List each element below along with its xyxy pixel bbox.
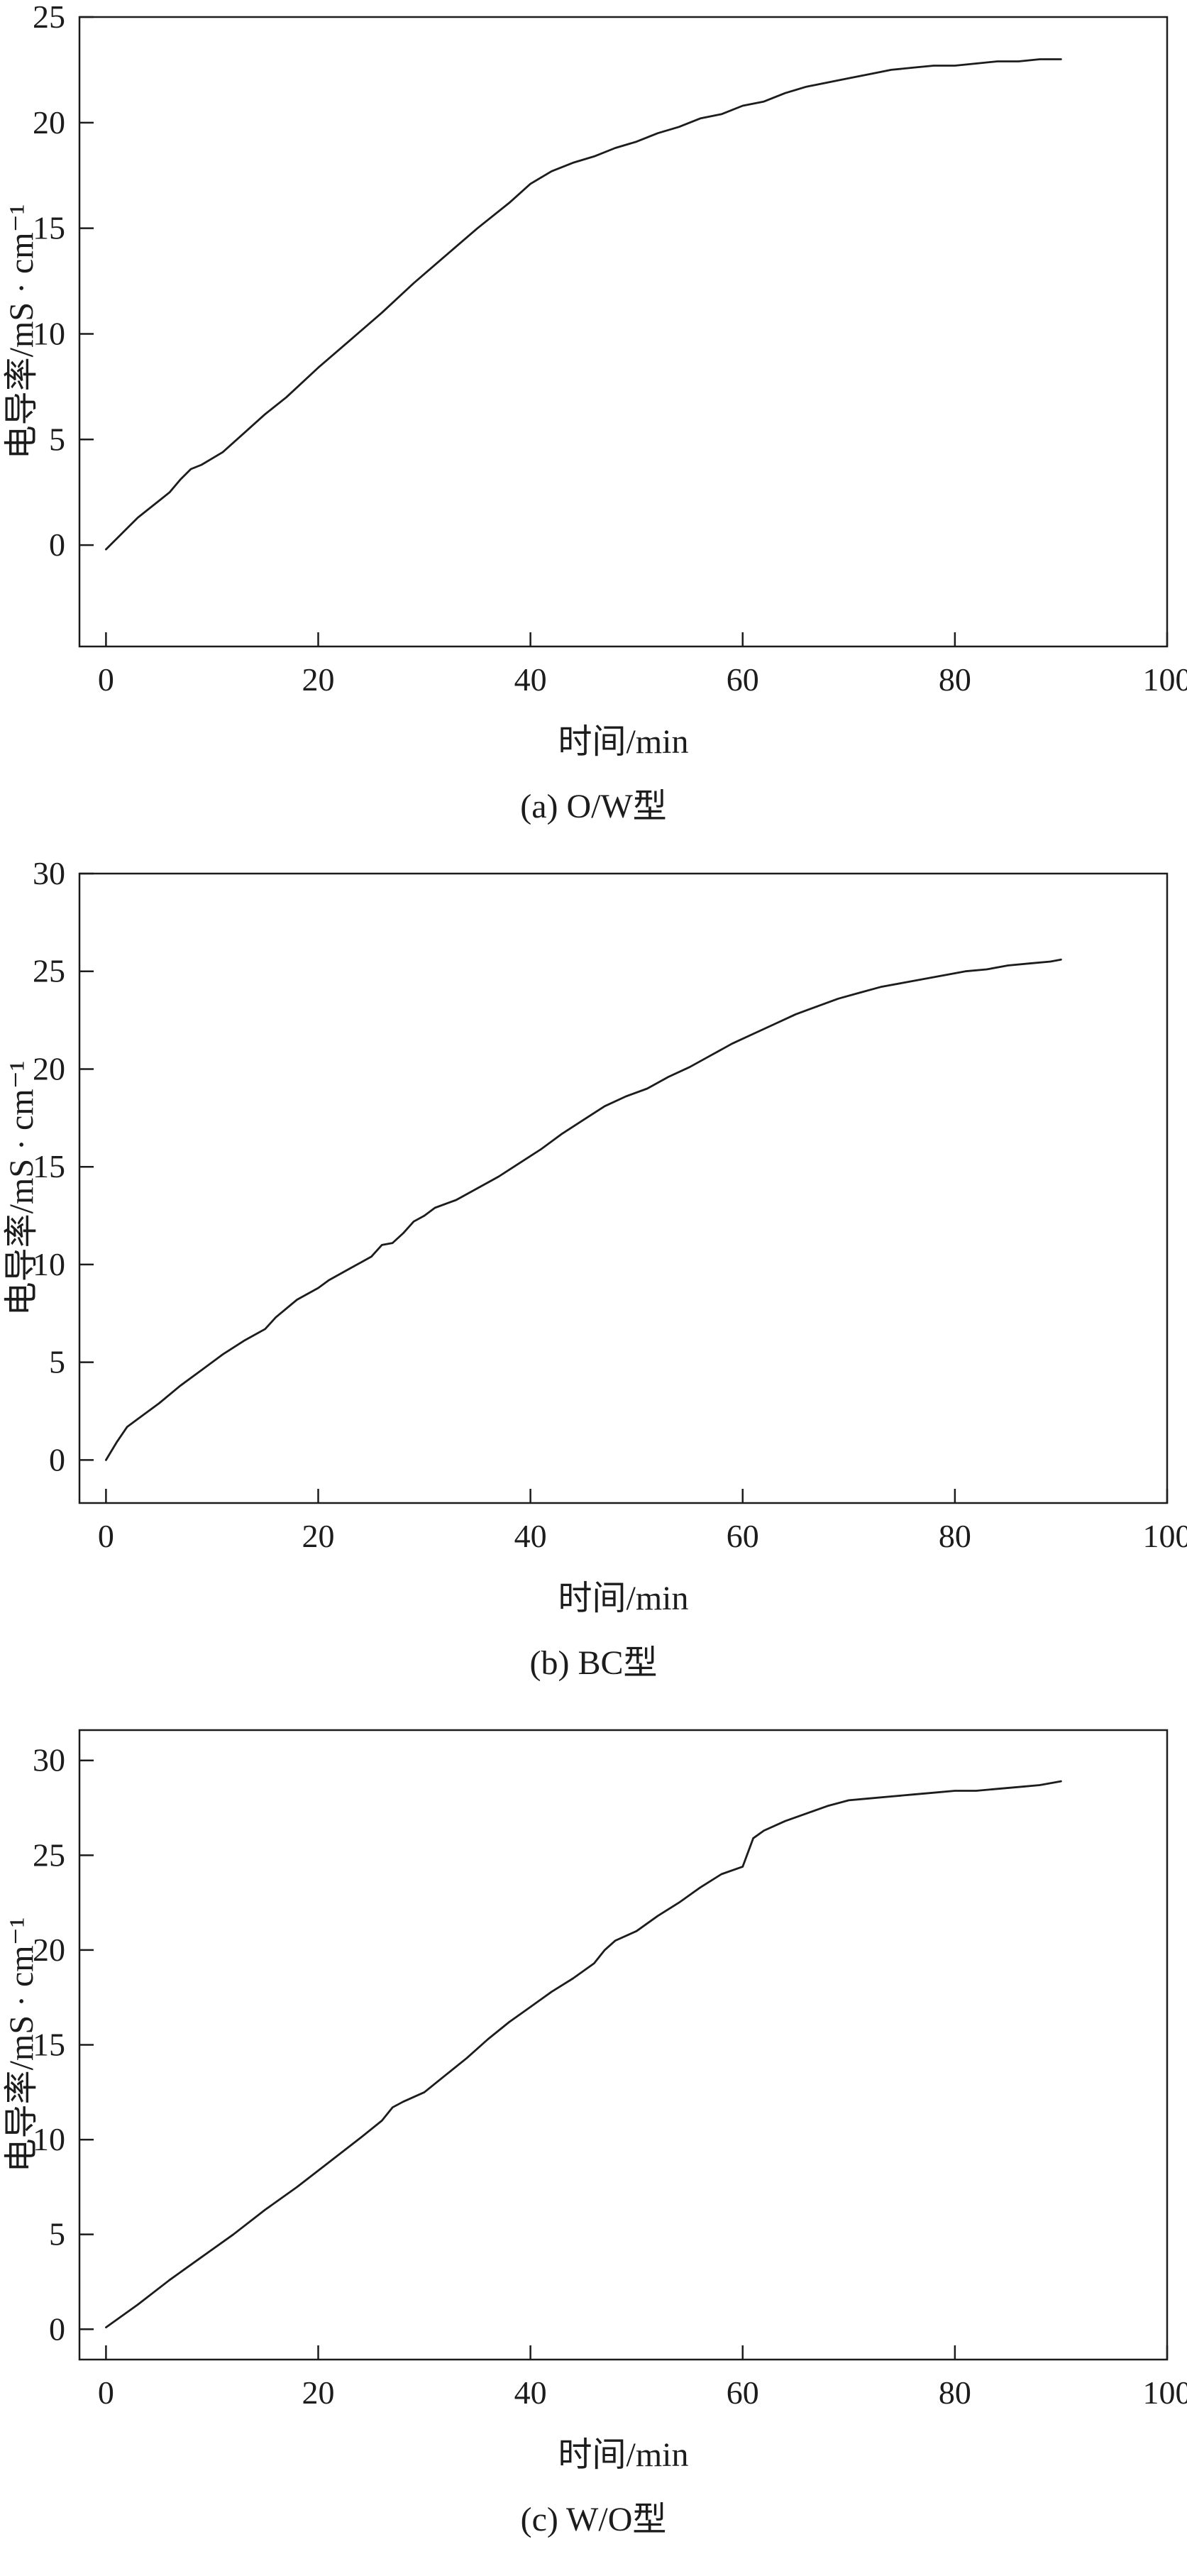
plot-frame xyxy=(78,872,1169,1504)
plot-frame xyxy=(78,16,1169,648)
y-axis-label: 电导率/mS · cm⁻¹ xyxy=(3,1917,40,2173)
x-tick-label: 60 xyxy=(727,1518,759,1554)
y-axis-label: 电导率/mS · cm⁻¹ xyxy=(3,1061,40,1316)
x-tick-label: 40 xyxy=(514,1518,547,1554)
chart-a-conductivity-vs-time: 0 20 40 60 80 100 0 5 10 15 20 25 时间/min 电导率/mS · cm⁻… xyxy=(3,4,1187,761)
y-tick-label: 20 xyxy=(33,1932,65,1968)
x-tick-label: 0 xyxy=(98,661,114,698)
y-tick-label: 10 xyxy=(33,1246,65,1282)
x-tick-label: 80 xyxy=(939,2374,971,2411)
y-tick-label: 0 xyxy=(49,1441,65,1477)
x-tick-label: 100 xyxy=(1143,1518,1187,1554)
chart-b-caption: (b) BC型 xyxy=(529,1644,658,1682)
x-tick-label: 0 xyxy=(98,1518,114,1554)
y-tick-label: 30 xyxy=(33,861,65,891)
series-line xyxy=(104,58,1062,551)
series-line xyxy=(104,1780,1062,2328)
x-tick-label: 80 xyxy=(939,1518,971,1554)
x-tick-label: 20 xyxy=(302,661,335,698)
y-tick-label: 5 xyxy=(49,1344,65,1380)
chart-c-conductivity-vs-time: 0 20 40 60 80 100 0 5 10 15 20 25 30 时间/min 电导率/mS · c… xyxy=(3,1729,1187,2474)
y-tick-label: 5 xyxy=(49,421,65,457)
x-tick-label: 40 xyxy=(514,661,547,698)
y-tick-label: 20 xyxy=(33,104,65,141)
chart-b-conductivity-vs-time: 0 20 40 60 80 100 0 5 10 15 20 25 30 时间/min 电导率/mS · c… xyxy=(3,861,1187,1617)
y-tick-label: 15 xyxy=(33,210,65,246)
x-tick-label: 0 xyxy=(98,2374,114,2411)
x-tick-label: 100 xyxy=(1143,2374,1187,2411)
x-axis-label: 时间/min xyxy=(558,723,688,761)
y-tick-label: 15 xyxy=(33,2027,65,2063)
figure-c: 0 20 40 60 80 100 0 5 10 15 20 25 30 时间/min 电导率/mS · c… xyxy=(0,1717,1187,2541)
x-tick-label: 60 xyxy=(727,661,759,698)
x-tick-label: 80 xyxy=(939,661,971,698)
x-tick-label: 40 xyxy=(514,2374,547,2411)
y-tick-label: 30 xyxy=(33,1742,65,1778)
x-tick-label: 100 xyxy=(1143,661,1187,698)
x-tick-label: 60 xyxy=(727,2374,759,2411)
y-tick-label: 10 xyxy=(33,2121,65,2157)
y-tick-label: 25 xyxy=(33,4,65,35)
y-tick-label: 0 xyxy=(49,2311,65,2347)
x-tick-label: 20 xyxy=(302,1518,335,1554)
figure-b: 0 20 40 60 80 100 0 5 10 15 20 25 30 时间/min 电导率/mS · c… xyxy=(0,861,1187,1685)
y-tick-label: 15 xyxy=(33,1148,65,1184)
y-tick-label: 20 xyxy=(33,1050,65,1086)
y-tick-label: 10 xyxy=(33,315,65,351)
series-line xyxy=(104,958,1062,1461)
x-tick-label: 20 xyxy=(302,2374,335,2411)
y-tick-label: 5 xyxy=(49,2216,65,2252)
x-axis-label: 时间/min xyxy=(558,2436,688,2474)
y-tick-label: 25 xyxy=(33,1837,65,1873)
y-axis-label: 电导率/mS · cm⁻¹ xyxy=(3,204,40,460)
y-tick-label: 0 xyxy=(49,527,65,563)
chart-c-caption: (c) W/O型 xyxy=(520,2501,667,2538)
x-axis-label: 时间/min xyxy=(558,1580,688,1617)
plot-frame xyxy=(78,1729,1169,2361)
figure-a: 0 20 40 60 80 100 0 5 10 15 20 25 时间/min 电导率/mS · cm⁻… xyxy=(0,4,1187,828)
y-tick-label: 25 xyxy=(33,953,65,989)
chart-a-caption: (a) O/W型 xyxy=(520,788,667,825)
